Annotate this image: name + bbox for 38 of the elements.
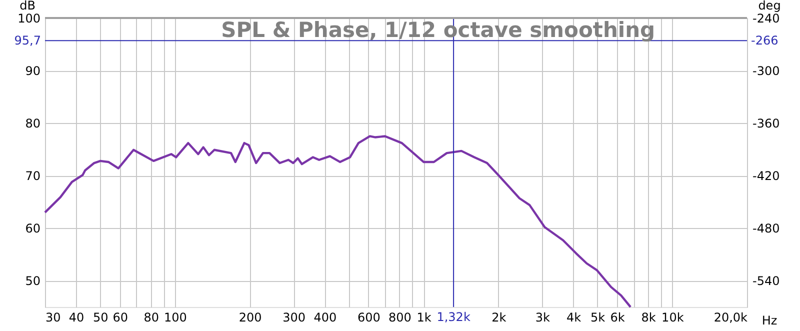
x-tick-label: 40: [68, 310, 84, 324]
y-axis-title: dB: [20, 0, 36, 12]
x-tick-label: 600: [357, 310, 380, 324]
x-tick-label: 2k: [492, 310, 506, 324]
y-tick-label: 50: [25, 274, 40, 288]
x-tick-label: 6k: [610, 310, 625, 324]
x-tick-label: 400: [314, 310, 337, 324]
y-tick-label: 70: [25, 169, 40, 184]
x-tick-label: 30: [46, 310, 61, 324]
y2-tick-label: -420: [752, 169, 780, 184]
y2-tick-label: -240: [752, 12, 780, 26]
y-tick-label: 80: [25, 116, 40, 131]
x-tick-label: 4k: [566, 310, 582, 324]
x-tick-label: 50: [93, 310, 108, 324]
x-tick-label: 3k: [535, 310, 550, 324]
x-tick-label: 300: [282, 310, 306, 324]
ref-line-label: 1,32k: [436, 310, 470, 324]
x-tick-label: 20,0k: [714, 310, 748, 324]
x-axis-title: Hz: [762, 314, 778, 328]
ref-line-label: 95,7: [14, 34, 41, 48]
y-tick-label: 60: [25, 222, 40, 236]
y2-tick-label: -540: [752, 274, 780, 288]
x-tick-label: 1k: [416, 310, 432, 324]
x-tick-label: 80: [144, 310, 160, 324]
x-tick-label: 5k: [590, 310, 606, 324]
y-tick-label: 90: [25, 64, 40, 78]
x-tick-label: 800: [388, 310, 412, 324]
x-tick-label: 60: [112, 310, 128, 324]
x-tick-label: 10k: [662, 310, 684, 324]
y2-tick-label: -300: [752, 64, 780, 78]
y2-tick-label: -360: [752, 116, 780, 131]
x-tick-label: 200: [238, 310, 262, 324]
y2-tick-label: -480: [752, 222, 780, 236]
y2-axis-title: deg: [758, 0, 781, 12]
text: -266: [751, 34, 778, 48]
x-tick-label: 100: [164, 310, 187, 324]
y-tick-label: 100: [18, 12, 40, 26]
x-tick-label: 8k: [641, 310, 656, 324]
